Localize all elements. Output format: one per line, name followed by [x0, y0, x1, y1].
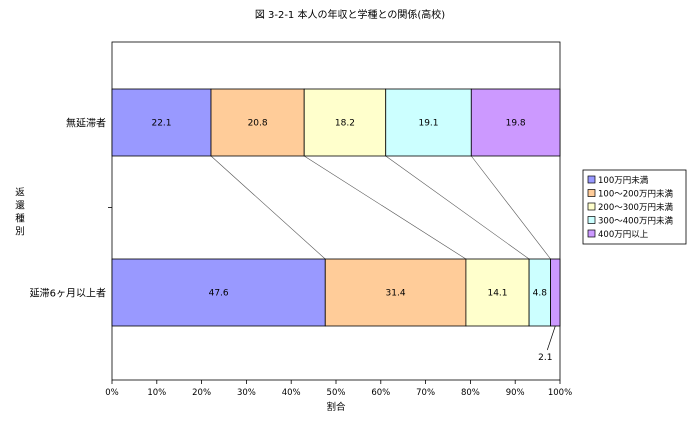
y-axis-title-char: 還 [15, 200, 25, 212]
x-tick-label: 80% [461, 388, 480, 398]
legend-label: 400万円以上 [598, 230, 649, 240]
legend-label: 300～400万円未満 [598, 216, 673, 227]
y-axis-title-char: 返 [15, 187, 25, 199]
legend-swatch [587, 216, 596, 224]
bar-segment [385, 88, 472, 157]
y-axis-title-char: 種 [15, 214, 25, 225]
legend-box [582, 169, 687, 245]
x-tick-label: 20% [192, 388, 211, 398]
series-line [304, 155, 467, 260]
x-tick-label: 0% [105, 388, 119, 398]
x-tick-label: 30% [237, 388, 256, 398]
data-label: 47.6 [209, 289, 229, 299]
leader-line [546, 325, 556, 351]
legend-swatch [587, 189, 596, 197]
legend: 100万円未満 100～200万円未満 200～300万円未満 300～400万円未満… [582, 169, 687, 245]
x-tick-label: 100% [548, 388, 572, 398]
x-tick-label: 90% [506, 388, 525, 398]
bar-segment [470, 88, 561, 157]
series-line [471, 155, 551, 260]
legend-label: 100万円未満 [598, 175, 649, 186]
data-label: 2.1 [538, 353, 552, 363]
x-tick-label: 60% [371, 388, 390, 398]
x-axis-ticks: 0% 10% 20% 30% 40% 50% 60% 70% 80% 90% 100% [105, 207, 572, 398]
series-line [385, 155, 530, 260]
y-axis-title-char: 別 [15, 227, 25, 238]
legend-swatch [587, 229, 596, 238]
x-tick-label: 70% [416, 388, 435, 398]
x-axis-title: 割合 [326, 401, 346, 413]
series-line [210, 155, 326, 260]
chart-title: 図 3-2-1 本人の年収と学種との関係(高校) [255, 8, 445, 21]
bar-segment [210, 88, 305, 157]
data-labels: 22.1 20.8 18.2 19.1 19.8 47.6 31.4 14.1 4.8 2.1 [151, 119, 556, 363]
x-tick-label: 10% [147, 388, 166, 398]
bar-segment [111, 258, 326, 327]
x-tick-label: 40% [282, 388, 301, 398]
data-label: 4.8 [533, 289, 548, 299]
x-tick-label: 50% [327, 388, 346, 398]
bar-segment [303, 88, 387, 157]
bar-segment [111, 88, 212, 157]
bar-segment [465, 258, 530, 327]
data-label: 31.4 [386, 289, 406, 299]
data-label: 22.1 [151, 119, 171, 129]
category-label: 無延滞者 [66, 117, 106, 130]
legend-swatch [587, 175, 596, 184]
data-label: 20.8 [248, 119, 268, 129]
series-lines [210, 155, 551, 260]
category-label: 延滞6ヶ月以上者 [30, 288, 106, 300]
data-label: 14.1 [487, 289, 507, 299]
data-label: 19.8 [506, 119, 526, 129]
legend-swatch [587, 202, 596, 211]
data-label: 19.1 [418, 119, 438, 129]
bar-segment [550, 258, 561, 327]
bars [111, 88, 561, 327]
data-label: 18.2 [335, 119, 355, 129]
legend-label: 100～200万円未満 [598, 189, 673, 200]
legend-label: 200～300万円未満 [598, 202, 673, 213]
